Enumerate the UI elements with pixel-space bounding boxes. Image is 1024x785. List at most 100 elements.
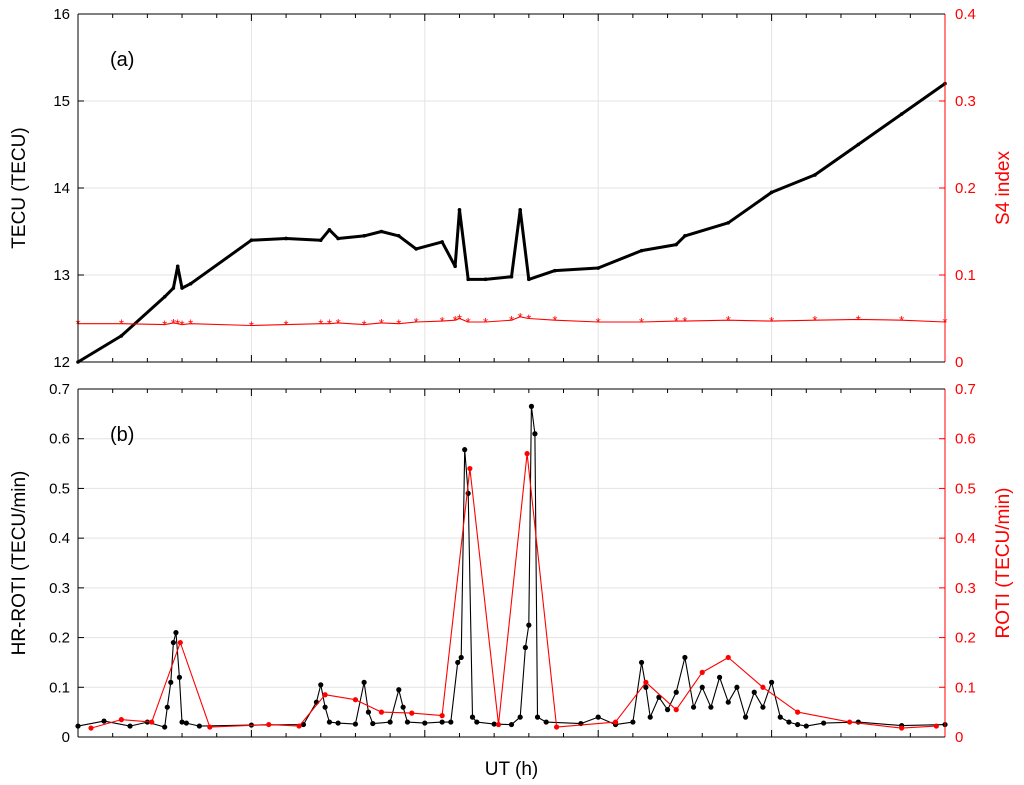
data-point bbox=[88, 725, 94, 731]
data-point bbox=[596, 266, 600, 270]
y-tick-label-left: 0.1 bbox=[49, 679, 70, 696]
data-point-asterisk: * bbox=[812, 313, 817, 328]
data-point bbox=[495, 721, 502, 728]
data-point bbox=[803, 723, 809, 729]
data-point bbox=[170, 639, 176, 646]
data-point-asterisk: * bbox=[682, 314, 687, 329]
data-point bbox=[462, 447, 468, 453]
y-tick-label-left: 0.2 bbox=[49, 630, 70, 647]
data-point bbox=[725, 699, 731, 705]
y-tick-label-right: 0.2 bbox=[955, 630, 976, 647]
y-tick-label-left: 0.5 bbox=[49, 480, 70, 497]
data-point bbox=[543, 719, 549, 725]
data-point bbox=[595, 714, 601, 720]
data-point-asterisk: * bbox=[526, 312, 531, 327]
data-point bbox=[933, 723, 939, 729]
data-point bbox=[440, 240, 444, 244]
data-point bbox=[322, 704, 328, 710]
data-point-asterisk: * bbox=[188, 317, 193, 332]
data-point bbox=[813, 173, 817, 177]
data-point bbox=[188, 281, 193, 286]
data-point bbox=[522, 644, 528, 651]
data-point bbox=[352, 721, 359, 727]
data-point bbox=[361, 679, 367, 685]
data-point bbox=[643, 679, 649, 685]
data-point bbox=[322, 692, 328, 698]
y-axis-label-right: ROTI (TECU/min) bbox=[993, 488, 1014, 639]
data-point bbox=[455, 659, 461, 666]
data-point bbox=[439, 713, 445, 719]
data-point bbox=[725, 654, 731, 661]
data-point-asterisk: * bbox=[362, 318, 367, 333]
data-point bbox=[630, 719, 636, 725]
data-point-asterisk: * bbox=[674, 314, 679, 329]
data-point bbox=[466, 277, 470, 282]
data-point bbox=[365, 709, 372, 715]
y-tick-label-right: 0.3 bbox=[955, 580, 976, 597]
data-point bbox=[326, 719, 333, 725]
data-point bbox=[196, 723, 202, 729]
data-point-asterisk: * bbox=[509, 313, 514, 328]
y-tick-label-right: 0.6 bbox=[955, 431, 976, 448]
data-point-asterisk: * bbox=[466, 315, 471, 330]
data-point bbox=[734, 684, 740, 690]
data-point bbox=[508, 721, 515, 728]
data-point bbox=[370, 720, 376, 727]
y-tick-label-left: 0.3 bbox=[49, 580, 70, 597]
data-point bbox=[387, 719, 393, 725]
data-point bbox=[742, 714, 749, 720]
data-point bbox=[439, 719, 445, 725]
y-axis-label-left: TECU (TECU) bbox=[9, 127, 30, 248]
data-point bbox=[673, 689, 679, 695]
y-tick-label-left: 0 bbox=[62, 729, 70, 746]
data-point bbox=[469, 714, 476, 720]
data-point bbox=[453, 264, 457, 269]
data-point bbox=[699, 669, 705, 675]
data-point-asterisk: * bbox=[175, 317, 180, 332]
y-tick-label-right: 0.4 bbox=[955, 6, 976, 23]
data-point bbox=[173, 630, 179, 636]
data-point bbox=[448, 719, 454, 725]
data-point bbox=[639, 248, 644, 253]
data-point bbox=[414, 247, 418, 251]
y-tick-label-right: 0 bbox=[955, 729, 963, 746]
data-point bbox=[708, 704, 714, 710]
data-point-asterisk: * bbox=[171, 316, 176, 331]
data-point bbox=[378, 709, 385, 715]
data-point bbox=[409, 710, 415, 716]
data-point bbox=[207, 724, 213, 730]
data-point bbox=[777, 714, 783, 720]
data-point bbox=[335, 720, 341, 726]
data-point bbox=[855, 719, 861, 725]
data-point bbox=[786, 719, 792, 725]
data-point bbox=[171, 286, 176, 290]
data-point bbox=[517, 714, 523, 720]
data-point bbox=[760, 704, 766, 710]
data-point bbox=[318, 682, 324, 688]
x-axis-label: UT (h) bbox=[485, 759, 538, 780]
data-point bbox=[751, 689, 757, 695]
data-point bbox=[716, 674, 723, 680]
data-point-asterisk: * bbox=[596, 315, 601, 330]
data-point-asterisk: * bbox=[284, 318, 289, 333]
panel-label: (a) bbox=[110, 49, 134, 71]
data-point bbox=[396, 687, 402, 693]
data-point-asterisk: * bbox=[639, 315, 644, 330]
data-point-asterisk: * bbox=[552, 313, 557, 328]
data-point bbox=[769, 679, 775, 685]
y-tick-label-left: 0.4 bbox=[49, 530, 70, 547]
data-point bbox=[474, 719, 480, 725]
series-line bbox=[78, 316, 946, 327]
data-point bbox=[690, 704, 697, 710]
data-point bbox=[682, 654, 688, 661]
data-point-asterisk: * bbox=[379, 316, 384, 331]
y-tick-label-right: 0.1 bbox=[955, 679, 976, 696]
data-point-asterisk: * bbox=[396, 317, 401, 332]
y-tick-label-left: 0.6 bbox=[49, 431, 70, 448]
y-tick-label-left: 12 bbox=[53, 354, 70, 371]
data-point bbox=[400, 704, 406, 710]
data-point-asterisk: * bbox=[518, 310, 523, 325]
data-point bbox=[534, 714, 541, 720]
data-point bbox=[457, 207, 462, 212]
